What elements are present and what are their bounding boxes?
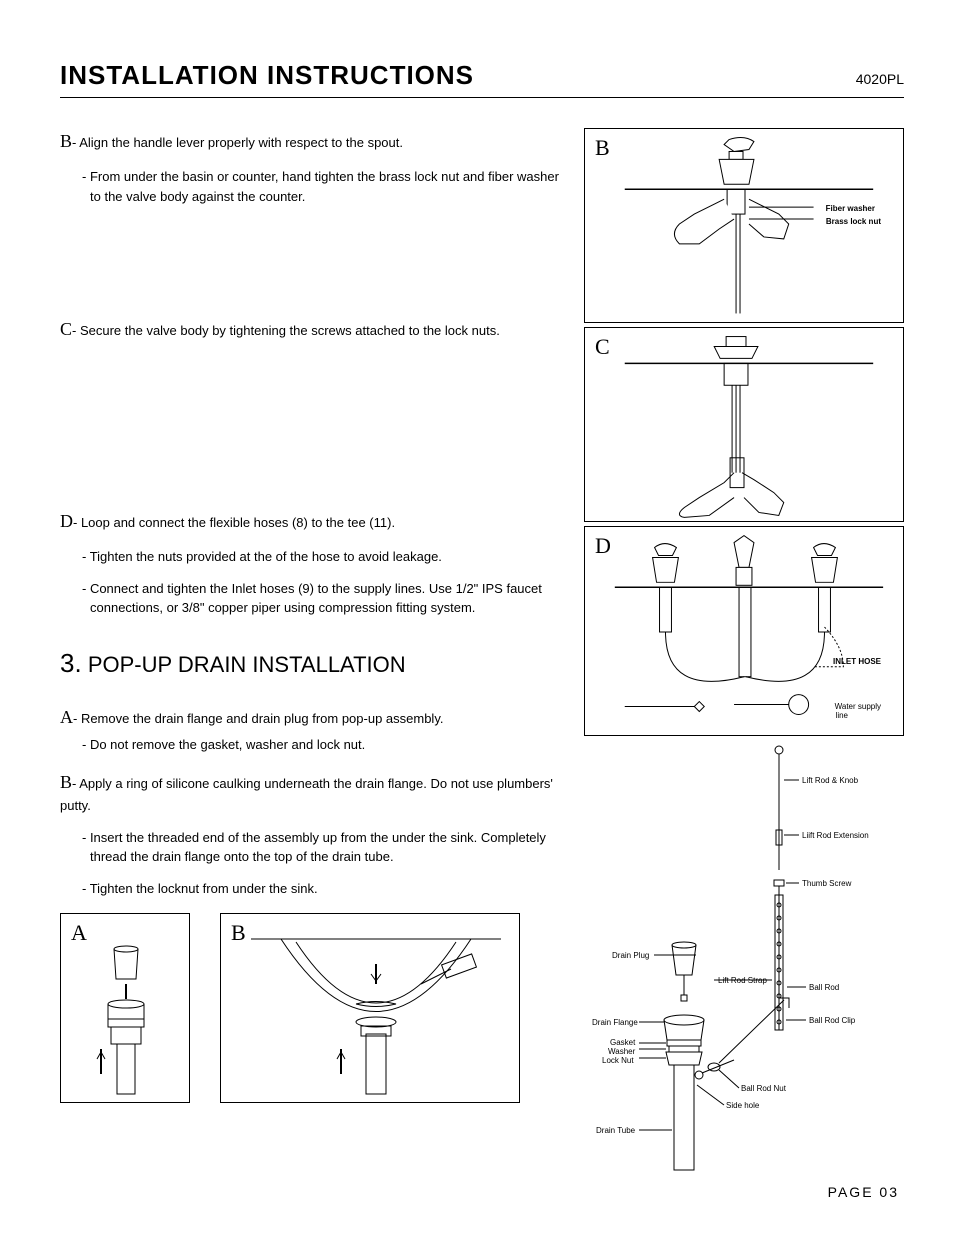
callout-lift-rod-knob: Lift Rod & Knob bbox=[802, 776, 858, 785]
step-text: - Loop and connect the flexible hoses (8… bbox=[73, 515, 395, 530]
step-letter: B bbox=[60, 131, 72, 151]
left-column: B- Align the handle lever properly with … bbox=[60, 128, 564, 1180]
callout-brass-lock-nut: Brass lock nut bbox=[826, 217, 881, 226]
diagram-label: A bbox=[71, 920, 87, 946]
step-letter: A bbox=[60, 707, 73, 727]
header: INSTALLATION INSTRUCTIONS 4020PL bbox=[60, 60, 904, 98]
sub-step: - Connect and tighten the Inlet hoses (9… bbox=[82, 579, 564, 618]
section-3-heading: 3. POP-UP DRAIN INSTALLATION bbox=[60, 648, 564, 679]
callout-ball-rod-clip: Ball Rod Clip bbox=[809, 1016, 855, 1025]
diagram-A: A bbox=[60, 913, 190, 1103]
step-3B: B- Apply a ring of silicone caulking und… bbox=[60, 769, 564, 898]
sub-step: - Tighten the locknut from under the sin… bbox=[82, 879, 564, 899]
page-number: PAGE 03 bbox=[828, 1184, 899, 1200]
step-3A: A- Remove the drain flange and drain plu… bbox=[60, 704, 564, 755]
diagram-label: B bbox=[595, 135, 610, 161]
diagram-label: C bbox=[595, 334, 610, 360]
step-B: B- Align the handle lever properly with … bbox=[60, 128, 564, 206]
callout-gasket: Gasket bbox=[610, 1038, 635, 1047]
sink-install-icon bbox=[221, 914, 521, 1104]
step-D: D- Loop and connect the flexible hoses (… bbox=[60, 508, 564, 618]
part-number: 4020PL bbox=[856, 71, 904, 87]
callout-inlet-hose: INLET HOSE bbox=[833, 657, 881, 666]
diagram-D-right: D INLET HOSE Water supply line bbox=[584, 526, 904, 736]
callout-drain-tube: Drain Tube bbox=[596, 1126, 635, 1135]
step-letter: C bbox=[60, 319, 72, 339]
callout-drain-flange: Drain Flange bbox=[592, 1018, 638, 1027]
callout-ball-rod-nut: Ball Rod Nut bbox=[741, 1084, 786, 1093]
step-C: C- Secure the valve body by tightening t… bbox=[60, 316, 564, 343]
bottom-diagrams: A B bbox=[60, 913, 564, 1107]
step-text: - Secure the valve body by tightening th… bbox=[72, 323, 500, 338]
screw-tighten-icon bbox=[585, 328, 903, 523]
callout-ball-rod: Ball Rod bbox=[809, 983, 839, 992]
sub-step: - Tighten the nuts provided at the of th… bbox=[82, 547, 564, 567]
callout-thumb-screw: Thumb Screw bbox=[802, 879, 851, 888]
sub-step: - Do not remove the gasket, washer and l… bbox=[82, 735, 564, 755]
diagram-B: B bbox=[220, 913, 520, 1103]
callout-water-line: line bbox=[836, 711, 848, 720]
callout-side-hole: Side hole bbox=[726, 1101, 759, 1110]
callout-fiber-washer: Fiber washer bbox=[826, 204, 875, 213]
handle-install-icon bbox=[585, 129, 903, 324]
page-title: INSTALLATION INSTRUCTIONS bbox=[60, 60, 474, 91]
step-text: - Remove the drain flange and drain plug… bbox=[73, 711, 443, 726]
step-text: - Apply a ring of silicone caulking unde… bbox=[60, 776, 553, 813]
sub-step: - From under the basin or counter, hand … bbox=[82, 167, 564, 206]
callout-lock-nut: Lock Nut bbox=[602, 1056, 634, 1065]
section-number: 3. bbox=[60, 648, 82, 678]
diagram-label: D bbox=[595, 533, 611, 559]
right-column: B Fiber washer Brass lock nut bbox=[584, 128, 904, 1180]
callout-water-supply: Water supply bbox=[835, 702, 881, 711]
callout-lift-rod-strap: Lift Rod Strap bbox=[718, 976, 767, 985]
content-columns: B- Align the handle lever properly with … bbox=[60, 128, 904, 1180]
diagram-B-right: B Fiber washer Brass lock nut bbox=[584, 128, 904, 323]
step-text: - Align the handle lever properly with r… bbox=[72, 135, 403, 150]
sub-step: - Insert the threaded end of the assembl… bbox=[82, 828, 564, 867]
popup-assembly-diagram: Lift Rod & Knob Liift Rod Extension Thum… bbox=[584, 740, 904, 1180]
step-letter: B bbox=[60, 772, 72, 792]
callout-drain-plug: Drain Plug bbox=[612, 951, 649, 960]
callout-lift-rod-ext: Liift Rod Extension bbox=[802, 831, 869, 840]
diagram-label: B bbox=[231, 920, 246, 946]
callout-washer: Washer bbox=[608, 1047, 635, 1056]
section-title: POP-UP DRAIN INSTALLATION bbox=[88, 652, 406, 677]
step-letter: D bbox=[60, 511, 73, 531]
popup-drain-icon bbox=[584, 740, 904, 1180]
diagram-C-right: C bbox=[584, 327, 904, 522]
